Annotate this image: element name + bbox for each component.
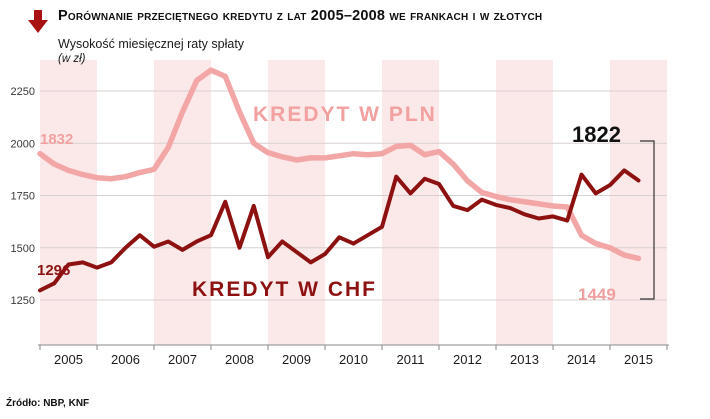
chart-subtitle: Wysokość miesięcznej raty spłaty <box>58 37 245 51</box>
svg-text:2010: 2010 <box>339 352 368 367</box>
series-label-pln: KREDYT W PLN <box>253 103 437 126</box>
svg-text:2011: 2011 <box>397 352 425 367</box>
svg-text:2009: 2009 <box>282 352 311 367</box>
svg-text:2250: 2250 <box>11 86 35 98</box>
down-arrow-icon <box>27 10 49 39</box>
source-note: Źródło: NBP, KNF <box>6 398 90 409</box>
svg-text:2012: 2012 <box>453 352 482 367</box>
svg-text:2000: 2000 <box>11 138 35 150</box>
chf-start-value: 1296 <box>37 262 71 279</box>
svg-text:2013: 2013 <box>510 352 539 367</box>
svg-text:2005: 2005 <box>54 352 83 367</box>
svg-text:2007: 2007 <box>168 352 197 367</box>
page-title: Porównanie przeciętnego kredytu z lat 20… <box>58 8 543 24</box>
pln-end-value: 1449 <box>578 285 616 304</box>
svg-text:2008: 2008 <box>225 352 254 367</box>
pln-start-value: 1832 <box>40 131 74 148</box>
svg-text:1250: 1250 <box>11 295 35 307</box>
chf-end-value: 1822 <box>572 122 621 147</box>
unit-label: (w zł) <box>58 53 86 65</box>
svg-text:2014: 2014 <box>567 352 596 367</box>
series-label-chf: KREDYT W CHF <box>192 278 377 301</box>
svg-text:1750: 1750 <box>11 191 35 203</box>
svg-text:1500: 1500 <box>11 243 35 255</box>
svg-text:2006: 2006 <box>111 352 140 367</box>
svg-text:2015: 2015 <box>624 352 653 367</box>
